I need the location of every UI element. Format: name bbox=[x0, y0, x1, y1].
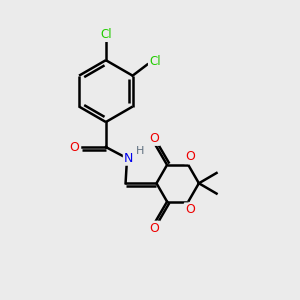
Text: H: H bbox=[136, 146, 145, 156]
Text: Cl: Cl bbox=[149, 55, 161, 68]
Text: Cl: Cl bbox=[100, 28, 112, 41]
Text: O: O bbox=[149, 222, 159, 235]
Text: N: N bbox=[124, 152, 133, 165]
Text: O: O bbox=[185, 203, 195, 216]
Text: O: O bbox=[69, 141, 79, 154]
Text: O: O bbox=[149, 132, 159, 145]
Text: O: O bbox=[185, 150, 195, 163]
